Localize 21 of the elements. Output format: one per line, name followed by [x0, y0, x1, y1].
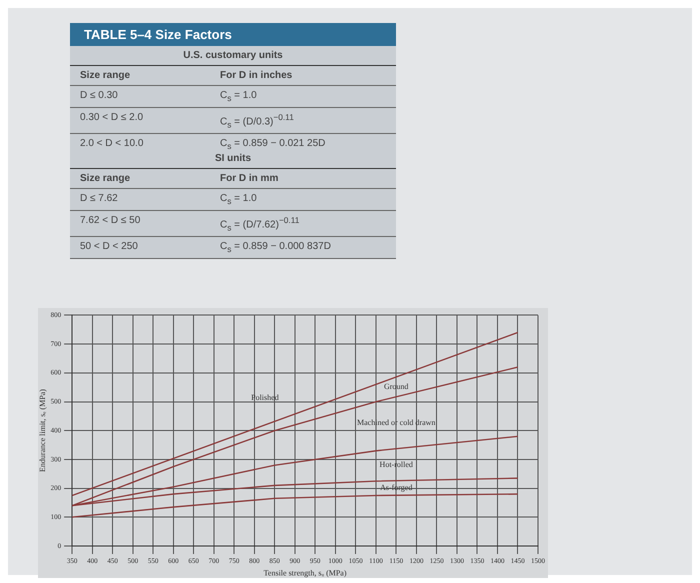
text: SI units	[214, 153, 252, 164]
text: C$_{s}$ = (D/0.3)$^{−0.11}$	[220, 112, 294, 130]
text: D ≤ 0.30	[80, 90, 119, 103]
text: C$_{s}$ = 0.859 − 0.021 25D	[220, 138, 326, 152]
text: Size range	[80, 70, 132, 81]
text: C$_{s}$ = (D/7.62)$^{−0.11}$	[220, 215, 300, 232]
text: D ≤ 7.62	[80, 193, 119, 206]
text: For D in inches	[220, 70, 292, 81]
x-axis-title: Tensile strength, sᵤ (MPa)	[264, 568, 347, 578]
text: C$_{s}$ = 1.0	[220, 193, 257, 206]
text: 2.0 < D < 10.0	[80, 138, 144, 152]
text: U.S. customary units	[70, 46, 396, 66]
text: C$_{s}$ = 1.0	[220, 90, 257, 103]
text: For D in mm	[220, 173, 278, 184]
text: 50 < D < 250	[80, 241, 139, 254]
text: 0.30 < D ≤ 2.0	[80, 112, 144, 125]
y-axis-title: Endurance limit, sₑ (MPa)	[38, 388, 47, 472]
text: 7.62 < D ≤ 50	[80, 215, 142, 228]
text: Size range	[80, 173, 132, 184]
text: TABLE 5–4 Size Factors	[70, 23, 396, 46]
text: C$_{s}$ = 0.859 − 0.000 837D	[220, 241, 331, 254]
